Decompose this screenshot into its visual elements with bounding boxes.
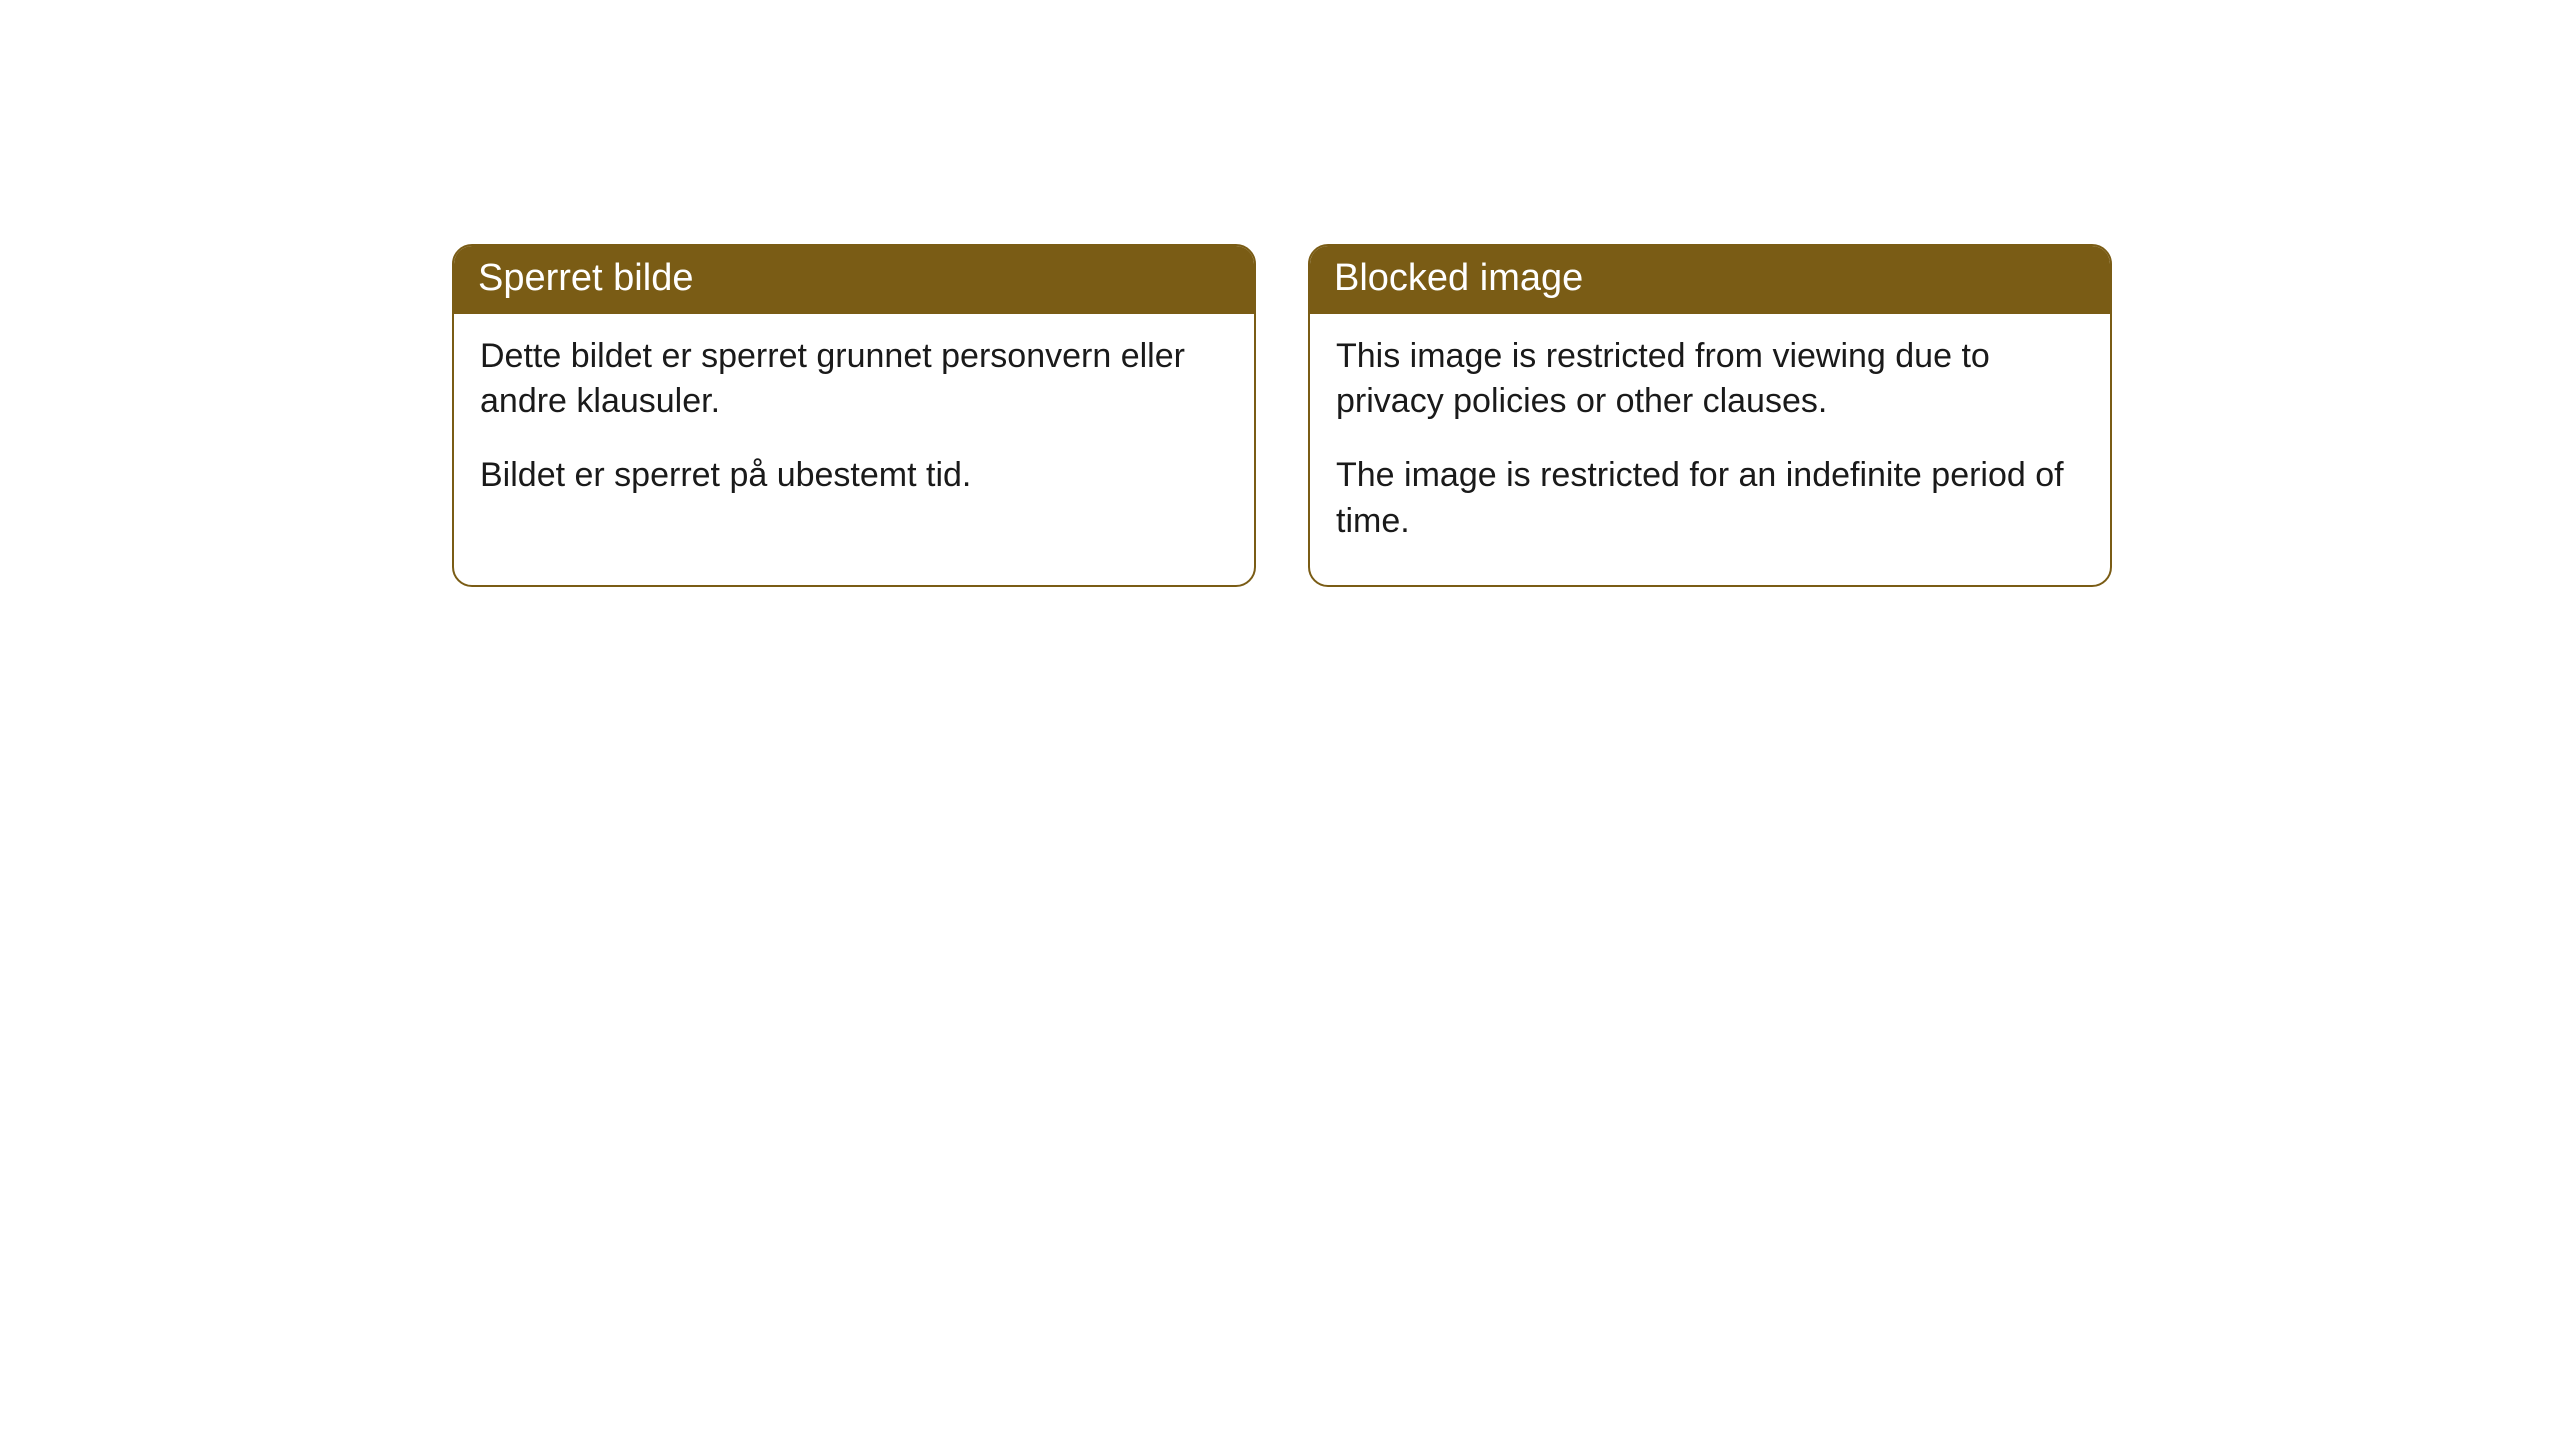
- notice-container: Sperret bilde Dette bildet er sperret gr…: [0, 0, 2560, 587]
- card-header-norwegian: Sperret bilde: [454, 246, 1254, 314]
- blocked-image-card-norwegian: Sperret bilde Dette bildet er sperret gr…: [452, 244, 1256, 587]
- card-body-english: This image is restricted from viewing du…: [1310, 314, 2110, 586]
- card-paragraph: Dette bildet er sperret grunnet personve…: [480, 334, 1228, 426]
- card-title: Sperret bilde: [478, 257, 693, 299]
- blocked-image-card-english: Blocked image This image is restricted f…: [1308, 244, 2112, 587]
- card-title: Blocked image: [1334, 257, 1583, 299]
- card-paragraph: This image is restricted from viewing du…: [1336, 334, 2084, 426]
- card-paragraph: Bildet er sperret på ubestemt tid.: [480, 453, 1228, 499]
- card-body-norwegian: Dette bildet er sperret grunnet personve…: [454, 314, 1254, 540]
- card-paragraph: The image is restricted for an indefinit…: [1336, 453, 2084, 545]
- card-header-english: Blocked image: [1310, 246, 2110, 314]
